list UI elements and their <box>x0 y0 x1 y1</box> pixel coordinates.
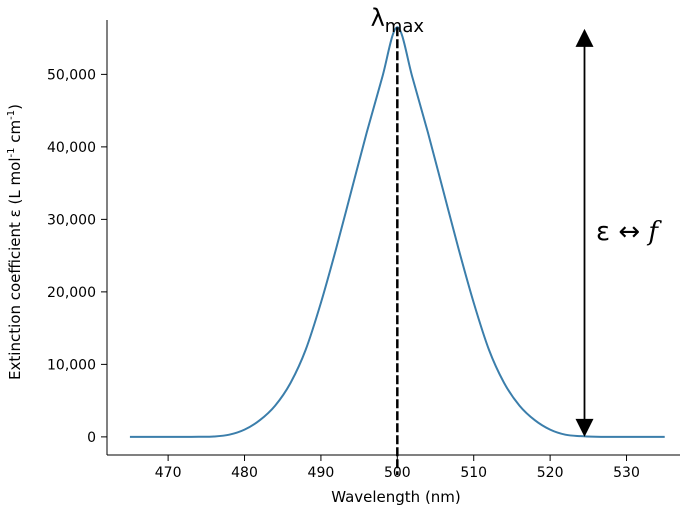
ylabel-part2: cm <box>6 120 24 148</box>
lambda-subscript: max <box>385 16 425 37</box>
lambda-symbol: λ <box>371 4 385 32</box>
y-tick-label: 30,000 <box>47 212 96 228</box>
ylabel-sup2: -1 <box>6 110 17 120</box>
lambda-max-label: λmax <box>371 4 425 37</box>
arrow-head-bottom <box>575 418 594 437</box>
y-tick-label: 50,000 <box>47 67 96 83</box>
x-axis-label: Wavelength (nm) <box>331 488 461 506</box>
x-tick-label: 480 <box>231 465 258 481</box>
x-tick-label: 520 <box>537 465 564 481</box>
ylabel-part1: Extinction coefficient ε (L mol <box>6 158 24 380</box>
ylabel-sup1: -1 <box>6 148 17 158</box>
y-axis-label: Extinction coefficient ε (L mol-1 cm-1) <box>6 104 24 380</box>
y-tick-label: 40,000 <box>47 140 96 156</box>
f-text: f <box>646 217 662 247</box>
x-tick-label: 530 <box>613 465 640 481</box>
ylabel-part3: ) <box>6 104 24 110</box>
x-tick-label: 490 <box>308 465 335 481</box>
y-tick-label: 0 <box>87 430 96 446</box>
y-tick-label: 20,000 <box>47 285 96 301</box>
axes <box>106 20 680 456</box>
arrow-head-top <box>575 28 594 47</box>
y-ticks: 0 10,000 20,000 30,000 40,000 50,000 <box>47 67 107 446</box>
x-tick-label: 470 <box>155 465 182 481</box>
y-tick-label: 10,000 <box>47 357 96 373</box>
x-tick-label: 510 <box>460 465 487 481</box>
epsilon-arrow-text: ε ↔ <box>596 217 648 247</box>
epsilon-f-label: ε ↔ f <box>596 217 662 247</box>
